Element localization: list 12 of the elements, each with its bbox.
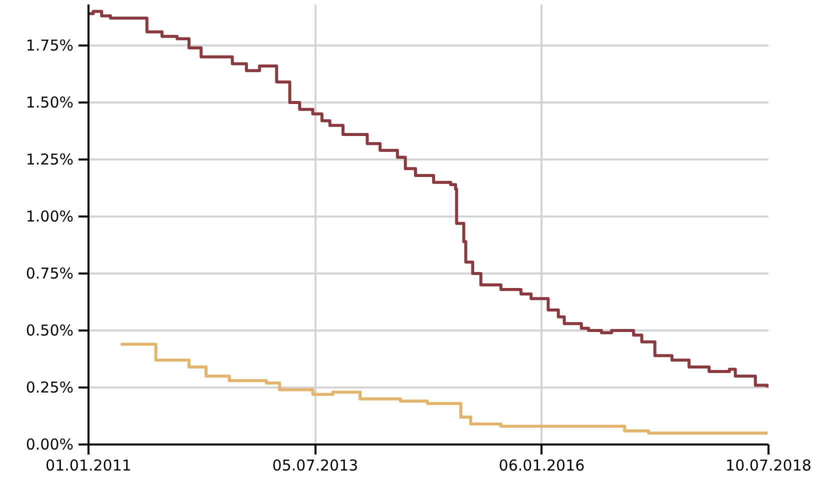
y-tick-label: 1.75% <box>26 36 74 55</box>
y-tick-label: 0.50% <box>26 322 74 340</box>
y-tick-label: 0.00% <box>26 436 74 454</box>
x-tick-label: 01.01.2011 <box>46 456 132 474</box>
x-tick-label: 05.07.2013 <box>272 456 358 474</box>
y-tick-label: 0.25% <box>26 378 74 397</box>
y-tick-label: 1.25% <box>26 150 74 169</box>
y-tick-label: 1.00% <box>26 208 74 226</box>
y-tick-label: 1.50% <box>26 94 74 112</box>
y-tick-label: 0.75% <box>26 264 74 283</box>
x-tick-label: 06.01.2016 <box>498 456 585 474</box>
x-tick-label: 10.07.2018 <box>726 456 812 474</box>
